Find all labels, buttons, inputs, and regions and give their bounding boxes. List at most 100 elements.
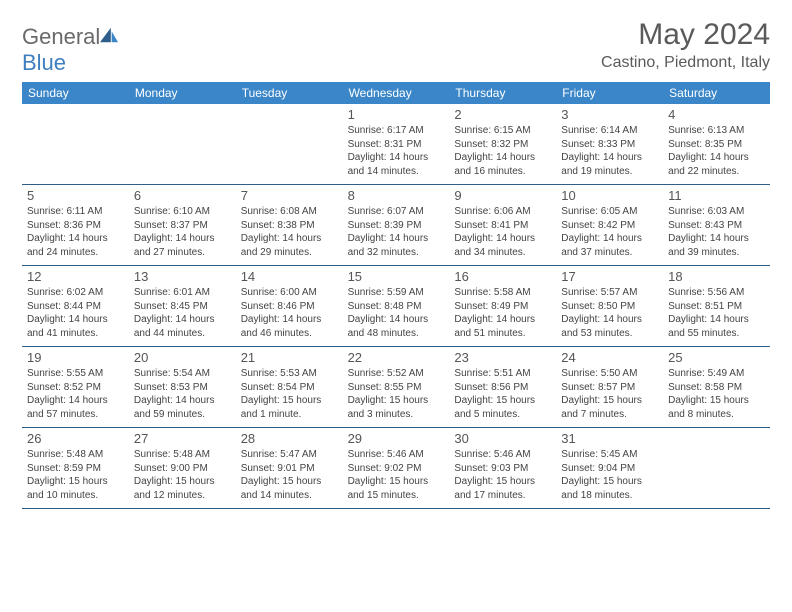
day-number: 2 — [454, 107, 551, 122]
day-details: Sunrise: 6:08 AMSunset: 8:38 PMDaylight:… — [241, 205, 338, 259]
day-detail-line: Sunset: 8:35 PM — [668, 138, 765, 152]
empty-cell — [663, 428, 770, 508]
day-detail-line: and 3 minutes. — [348, 408, 445, 422]
day-details: Sunrise: 5:46 AMSunset: 9:02 PMDaylight:… — [348, 448, 445, 502]
sail-icon — [98, 26, 120, 44]
day-detail-line: Sunrise: 5:45 AM — [561, 448, 658, 462]
day-detail-line: Daylight: 15 hours — [348, 475, 445, 489]
day-details: Sunrise: 5:47 AMSunset: 9:01 PMDaylight:… — [241, 448, 338, 502]
day-cell: 21Sunrise: 5:53 AMSunset: 8:54 PMDayligh… — [236, 347, 343, 427]
day-detail-line: Daylight: 14 hours — [27, 313, 124, 327]
day-details: Sunrise: 5:55 AMSunset: 8:52 PMDaylight:… — [27, 367, 124, 421]
day-detail-line: Daylight: 15 hours — [561, 475, 658, 489]
weekday-heading: Wednesday — [343, 82, 450, 104]
day-detail-line: Sunrise: 5:47 AM — [241, 448, 338, 462]
day-number: 3 — [561, 107, 658, 122]
day-detail-line: Daylight: 15 hours — [454, 475, 551, 489]
day-cell: 30 Sunrise: 5:46 AMSunset: 9:03 PMDayligh… — [449, 428, 556, 508]
day-number: 20 — [134, 350, 231, 365]
day-detail-line: Daylight: 15 hours — [348, 394, 445, 408]
week-row: 1 Sunrise: 6:17 AMSunset: 8:31 PMDaylight… — [22, 104, 770, 185]
day-detail-line: and 32 minutes. — [348, 246, 445, 260]
day-detail-line: Daylight: 14 hours — [134, 394, 231, 408]
day-detail-line: Sunrise: 5:57 AM — [561, 286, 658, 300]
day-details: Sunrise: 5:53 AMSunset: 8:54 PMDaylight:… — [241, 367, 338, 421]
day-detail-line: Sunrise: 6:07 AM — [348, 205, 445, 219]
empty-cell — [22, 104, 129, 184]
day-number: 18 — [668, 269, 765, 284]
day-detail-line: Sunrise: 6:08 AM — [241, 205, 338, 219]
day-cell: 2Sunrise: 6:15 AMSunset: 8:32 PMDaylight… — [449, 104, 556, 184]
day-cell: 7Sunrise: 6:08 AMSunset: 8:38 PMDaylight… — [236, 185, 343, 265]
day-detail-line: and 51 minutes. — [454, 327, 551, 341]
day-cell: 31Sunrise: 5:45 AMSunset: 9:04 PMDayligh… — [556, 428, 663, 508]
day-cell: 25Sunrise: 5:49 AMSunset: 8:58 PMDayligh… — [663, 347, 770, 427]
day-number: 25 — [668, 350, 765, 365]
day-detail-line: Sunset: 8:45 PM — [134, 300, 231, 314]
day-cell: 4Sunrise: 6:13 AMSunset: 8:35 PMDaylight… — [663, 104, 770, 184]
day-detail-line: Daylight: 15 hours — [134, 475, 231, 489]
day-number: 19 — [27, 350, 124, 365]
empty-cell — [129, 104, 236, 184]
day-detail-line: and 19 minutes. — [561, 165, 658, 179]
day-detail-line: Sunset: 8:50 PM — [561, 300, 658, 314]
day-detail-line: Sunset: 8:54 PM — [241, 381, 338, 395]
day-detail-line: Sunrise: 5:48 AM — [134, 448, 231, 462]
day-detail-line: and 44 minutes. — [134, 327, 231, 341]
day-details: Sunrise: 6:17 AMSunset: 8:31 PMDaylight:… — [348, 124, 445, 178]
day-detail-line: Sunset: 8:43 PM — [668, 219, 765, 233]
day-detail-line: Sunrise: 6:05 AM — [561, 205, 658, 219]
day-detail-line: and 10 minutes. — [27, 489, 124, 503]
day-detail-line: Sunset: 8:52 PM — [27, 381, 124, 395]
day-number: 27 — [134, 431, 231, 446]
day-detail-line: Daylight: 14 hours — [668, 313, 765, 327]
calendar-page: General Blue May 2024 Castino, Piedmont,… — [0, 0, 792, 527]
day-cell: 26Sunrise: 5:48 AMSunset: 8:59 PMDayligh… — [22, 428, 129, 508]
day-detail-line: and 46 minutes. — [241, 327, 338, 341]
day-detail-line: and 29 minutes. — [241, 246, 338, 260]
day-detail-line: Daylight: 14 hours — [241, 232, 338, 246]
day-detail-line: Sunrise: 6:17 AM — [348, 124, 445, 138]
day-detail-line: and 7 minutes. — [561, 408, 658, 422]
day-cell: 8Sunrise: 6:07 AMSunset: 8:39 PMDaylight… — [343, 185, 450, 265]
day-cell: 28 Sunrise: 5:47 AMSunset: 9:01 PMDayligh… — [236, 428, 343, 508]
day-detail-line: Daylight: 14 hours — [561, 151, 658, 165]
day-detail-line: Sunset: 8:51 PM — [668, 300, 765, 314]
day-cell: 9Sunrise: 6:06 AMSunset: 8:41 PMDaylight… — [449, 185, 556, 265]
day-detail-line: Sunrise: 5:52 AM — [348, 367, 445, 381]
day-detail-line: and 55 minutes. — [668, 327, 765, 341]
weekday-heading: Saturday — [663, 82, 770, 104]
day-number: 30 — [454, 431, 551, 446]
weekday-header-row: Sunday Monday Tuesday Wednesday Thursday… — [22, 82, 770, 104]
day-detail-line: Daylight: 14 hours — [134, 232, 231, 246]
day-cell: 12Sunrise: 6:02 AMSunset: 8:44 PMDayligh… — [22, 266, 129, 346]
day-detail-line: Daylight: 14 hours — [348, 151, 445, 165]
day-detail-line: Sunset: 8:55 PM — [348, 381, 445, 395]
day-number: 26 — [27, 431, 124, 446]
day-detail-line: Sunset: 8:49 PM — [454, 300, 551, 314]
day-number: 1 — [348, 107, 445, 122]
day-number: 13 — [134, 269, 231, 284]
day-detail-line: Daylight: 14 hours — [241, 313, 338, 327]
day-cell: 5Sunrise: 6:11 AMSunset: 8:36 PMDaylight… — [22, 185, 129, 265]
day-number: 28 — [241, 431, 338, 446]
day-details: Sunrise: 6:06 AMSunset: 8:41 PMDaylight:… — [454, 205, 551, 259]
day-detail-line: and 14 minutes. — [241, 489, 338, 503]
week-row: 5Sunrise: 6:11 AMSunset: 8:36 PMDaylight… — [22, 185, 770, 266]
day-detail-line: Sunrise: 5:51 AM — [454, 367, 551, 381]
logo: General Blue — [22, 18, 120, 76]
logo-word1: General — [22, 24, 100, 49]
day-details: Sunrise: 6:10 AMSunset: 8:37 PMDaylight:… — [134, 205, 231, 259]
day-detail-line: Daylight: 14 hours — [27, 394, 124, 408]
day-detail-line: Daylight: 14 hours — [348, 232, 445, 246]
day-detail-line: Sunrise: 6:15 AM — [454, 124, 551, 138]
week-row: 19 Sunrise: 5:55 AMSunset: 8:52 PMDayligh… — [22, 347, 770, 428]
day-detail-line: Daylight: 15 hours — [454, 394, 551, 408]
day-detail-line: Daylight: 14 hours — [561, 313, 658, 327]
day-details: Sunrise: 5:46 AMSunset: 9:03 PMDaylight:… — [454, 448, 551, 502]
day-detail-line: Daylight: 14 hours — [454, 232, 551, 246]
day-detail-line: and 34 minutes. — [454, 246, 551, 260]
day-details: Sunrise: 6:11 AMSunset: 8:36 PMDaylight:… — [27, 205, 124, 259]
day-cell: 20Sunrise: 5:54 AMSunset: 8:53 PMDayligh… — [129, 347, 236, 427]
day-detail-line: Daylight: 14 hours — [134, 313, 231, 327]
